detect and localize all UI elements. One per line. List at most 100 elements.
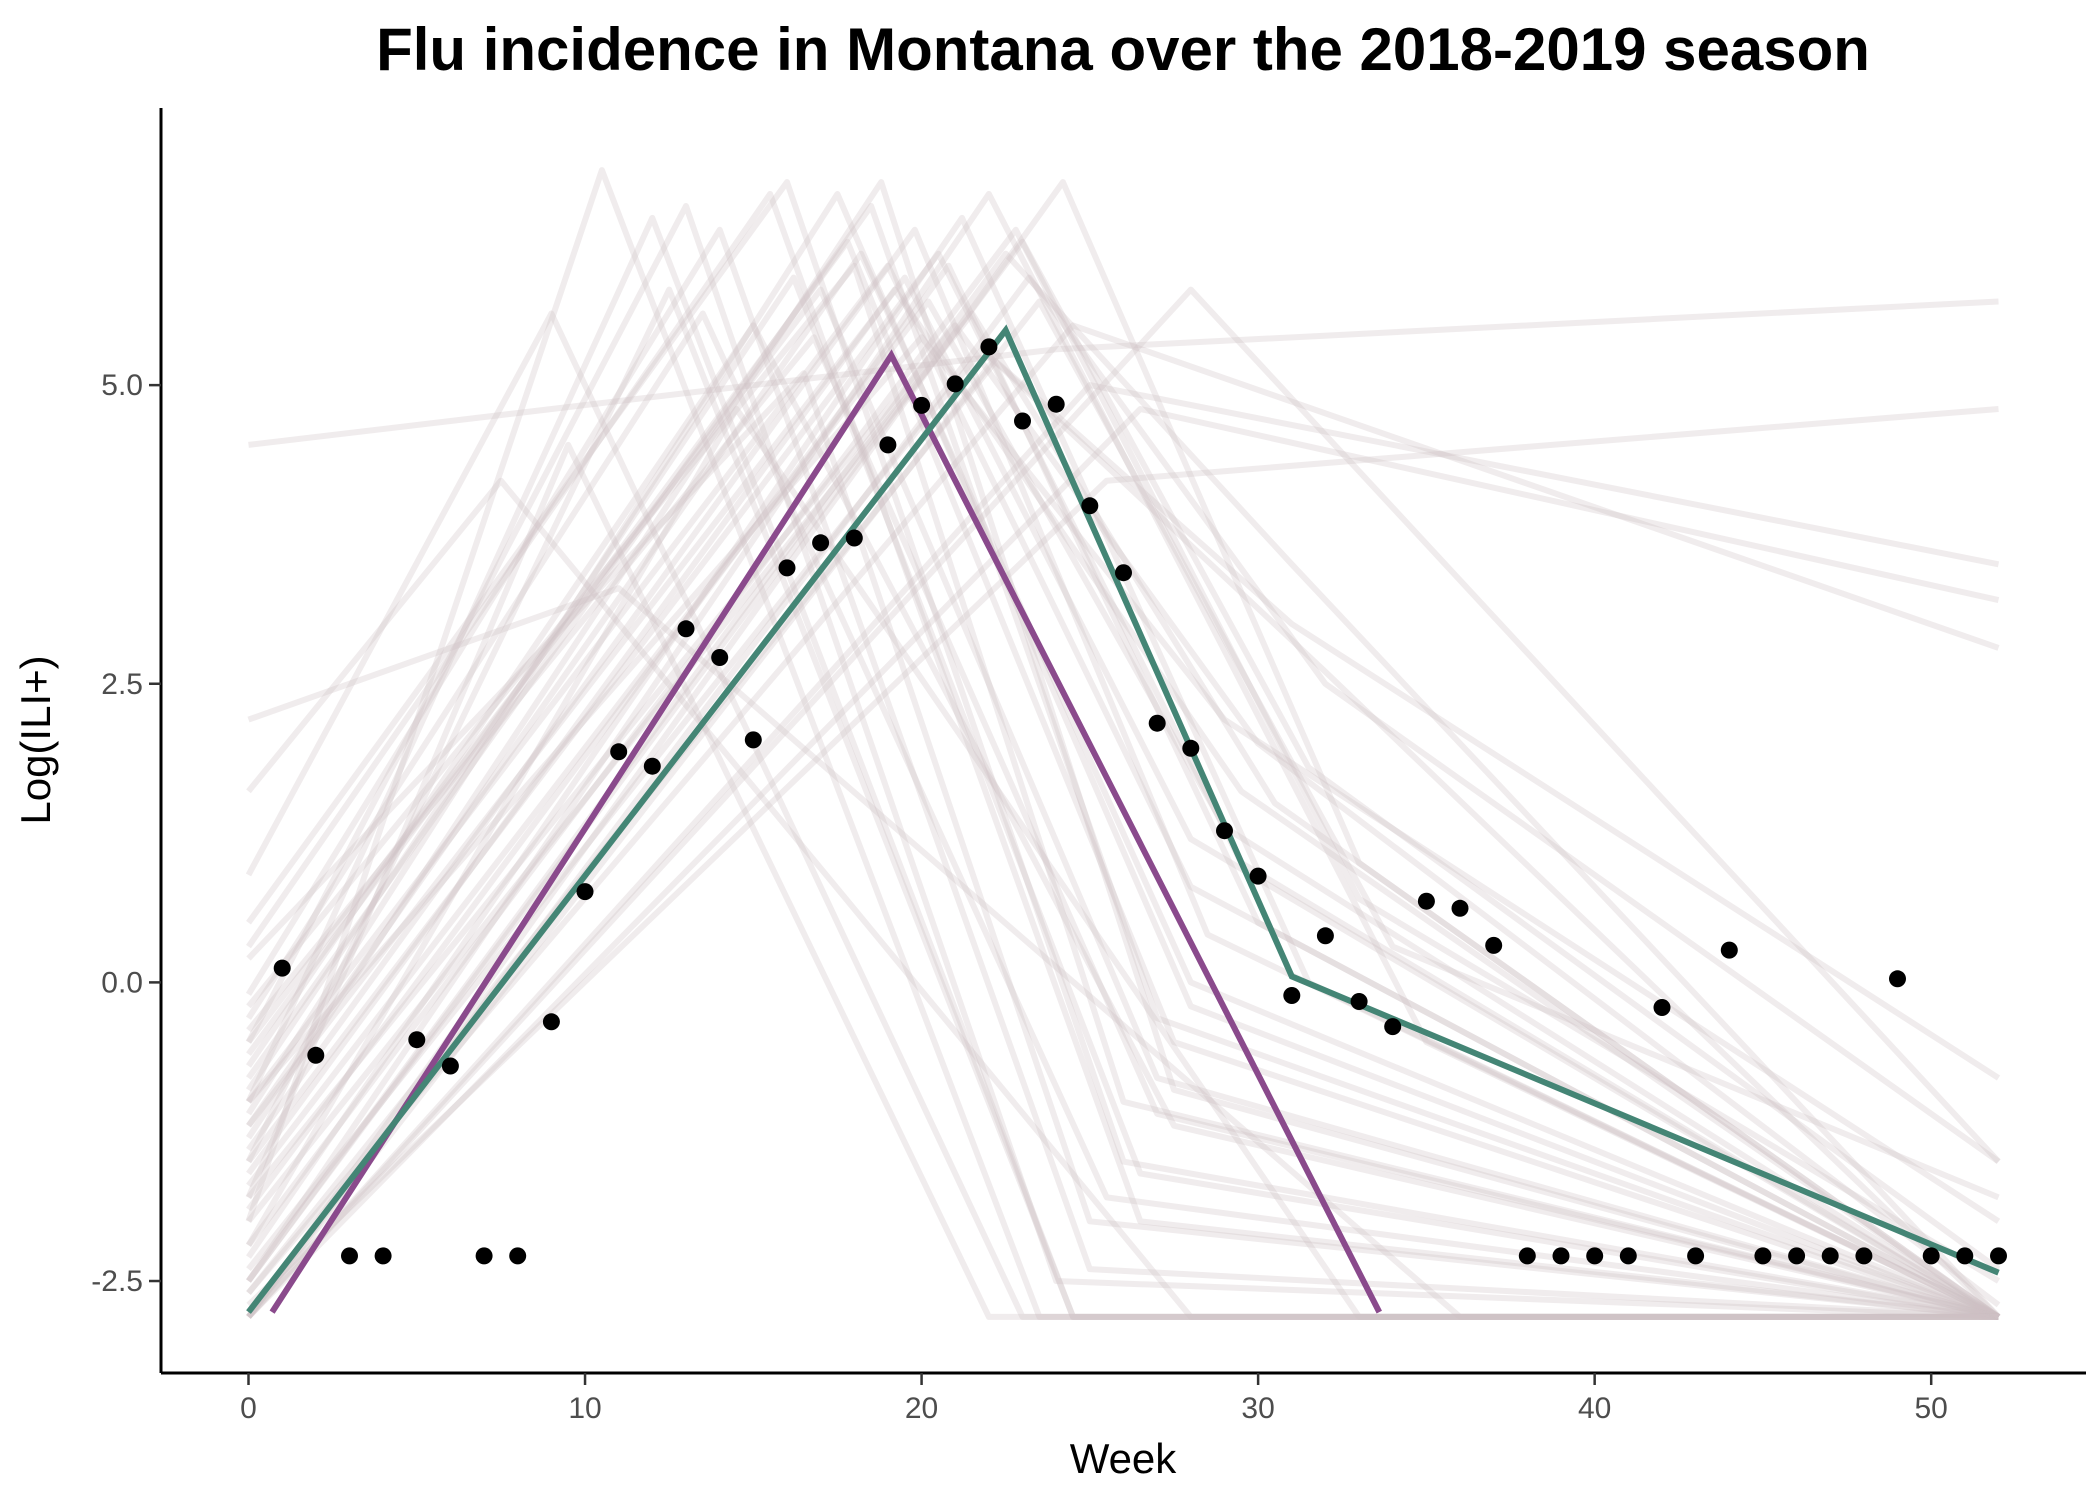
data-point-week-5 (408, 1031, 426, 1049)
data-point-week-52 (1990, 1247, 2007, 1265)
sample-line-43 (246, 298, 2001, 1320)
sample-line-48 (246, 238, 2001, 1283)
sample-line-28 (245, 203, 1999, 1320)
x-tick-label-20: 20 (905, 1392, 938, 1425)
sample-line-39 (245, 226, 1999, 1320)
data-point-week-37 (1485, 936, 1503, 954)
posterior-sample-lines (245, 167, 2001, 1320)
sample-line-25 (246, 334, 2001, 1224)
data-point-week-17 (812, 534, 830, 552)
data-point-week-50 (1922, 1247, 1940, 1265)
sample-line-42 (246, 346, 2001, 1320)
data-point-week-8 (509, 1247, 527, 1265)
sample-line-23 (246, 406, 1999, 1308)
data-point-week-34 (1384, 1018, 1402, 1036)
sample-line-10 (248, 298, 1999, 448)
sample-line-31 (246, 214, 2000, 1320)
y-tick-label-5: 5.0 (101, 369, 143, 402)
sample-line-37 (245, 179, 2000, 1320)
data-point-week-26 (1115, 564, 1132, 582)
data-point-week-18 (845, 529, 863, 547)
data-point-week-31 (1283, 987, 1301, 1004)
sample-line-9 (246, 477, 1999, 1320)
sample-line-13 (246, 203, 2000, 1320)
sample-line-12 (246, 250, 2001, 1320)
sample-line-11 (246, 191, 2000, 1320)
sample-line-41 (246, 179, 2001, 1320)
x-tick-label-50: 50 (1915, 1392, 1948, 1425)
sample-line-24 (246, 226, 2001, 1284)
data-point-week-42 (1653, 999, 1671, 1016)
y-tick-label-0: 0.0 (101, 966, 143, 999)
data-point-week-19 (879, 436, 897, 454)
sample-line-46 (245, 286, 1999, 1320)
y-tick-label-2.5: 2.5 (101, 668, 143, 701)
data-point-week-29 (1216, 822, 1233, 840)
data-point-week-11 (610, 743, 628, 761)
data-point-week-47 (1821, 1247, 1839, 1265)
y-axis-label: Log(ILI+) (12, 655, 59, 824)
data-point-week-39 (1552, 1247, 1570, 1265)
sample-line-6 (245, 214, 1999, 1320)
sample-line-27 (246, 370, 1999, 1320)
data-point-week-35 (1417, 892, 1435, 910)
data-point-week-7 (475, 1247, 493, 1265)
fitted-trajectories (246, 324, 2000, 1314)
data-point-week-24 (1047, 395, 1065, 413)
data-point-week-44 (1720, 941, 1738, 959)
sample-line-22 (246, 322, 2000, 1295)
data-point-week-30 (1249, 867, 1267, 885)
sample-line-1 (246, 322, 2001, 1308)
data-point-week-4 (374, 1247, 392, 1265)
data-point-week-46 (1788, 1247, 1806, 1265)
sample-line-45 (246, 334, 2000, 1320)
data-point-week-13 (677, 620, 695, 638)
observed-points (273, 338, 2007, 1265)
data-point-week-10 (576, 883, 594, 901)
x-axis-label: Week (1070, 1435, 1178, 1482)
sample-line-34 (246, 322, 2000, 1320)
sample-line-40 (246, 286, 2001, 1319)
data-point-week-9 (542, 1013, 560, 1031)
sample-line-4 (246, 179, 2000, 1320)
data-point-week-36 (1451, 899, 1469, 917)
sample-line-38 (246, 274, 1999, 1320)
data-point-week-27 (1148, 714, 1166, 732)
sample-line-3 (246, 238, 2000, 1320)
x-tick-label-0: 0 (240, 1392, 257, 1425)
sample-line-18 (246, 286, 2000, 1320)
data-point-week-32 (1316, 927, 1334, 945)
y-ticks: -2.5 0.0 2.5 5.0 (91, 369, 161, 1298)
data-point-week-48 (1855, 1247, 1873, 1265)
x-ticks: 0 10 20 30 40 50 (240, 1373, 1948, 1425)
y-tick-label--2.5: -2.5 (91, 1265, 143, 1298)
sample-line-29 (245, 167, 1999, 1320)
sample-line-26 (246, 262, 2000, 1320)
data-point-week-43 (1687, 1247, 1705, 1265)
sample-line-2 (246, 274, 2001, 1320)
data-point-week-20 (913, 396, 931, 414)
x-tick-label-10: 10 (568, 1392, 601, 1425)
data-point-week-40 (1586, 1247, 1604, 1265)
sample-line-15 (246, 274, 2001, 1319)
data-point-week-49 (1889, 970, 1906, 988)
sample-line-30 (246, 298, 2000, 1319)
sample-line-21 (246, 406, 2000, 1320)
chart-title: Flu incidence in Montana over the 2018-2… (376, 16, 1870, 83)
data-point-week-23 (1014, 412, 1031, 430)
data-point-week-3 (341, 1247, 358, 1265)
sample-line-7 (247, 585, 1999, 1320)
sample-line-20 (246, 382, 2000, 1319)
x-tick-label-40: 40 (1578, 1392, 1611, 1425)
sample-line-32 (246, 286, 2001, 1320)
sample-line-16 (246, 310, 2001, 1320)
fit-line-purple (269, 349, 1382, 1314)
data-point-week-22 (980, 338, 998, 356)
data-point-week-16 (778, 559, 796, 577)
sample-line-17 (246, 226, 2000, 1320)
data-point-week-28 (1182, 739, 1200, 757)
data-point-week-6 (441, 1057, 459, 1075)
data-point-week-2 (307, 1046, 325, 1064)
data-point-week-33 (1350, 993, 1368, 1010)
data-point-week-41 (1619, 1247, 1637, 1265)
